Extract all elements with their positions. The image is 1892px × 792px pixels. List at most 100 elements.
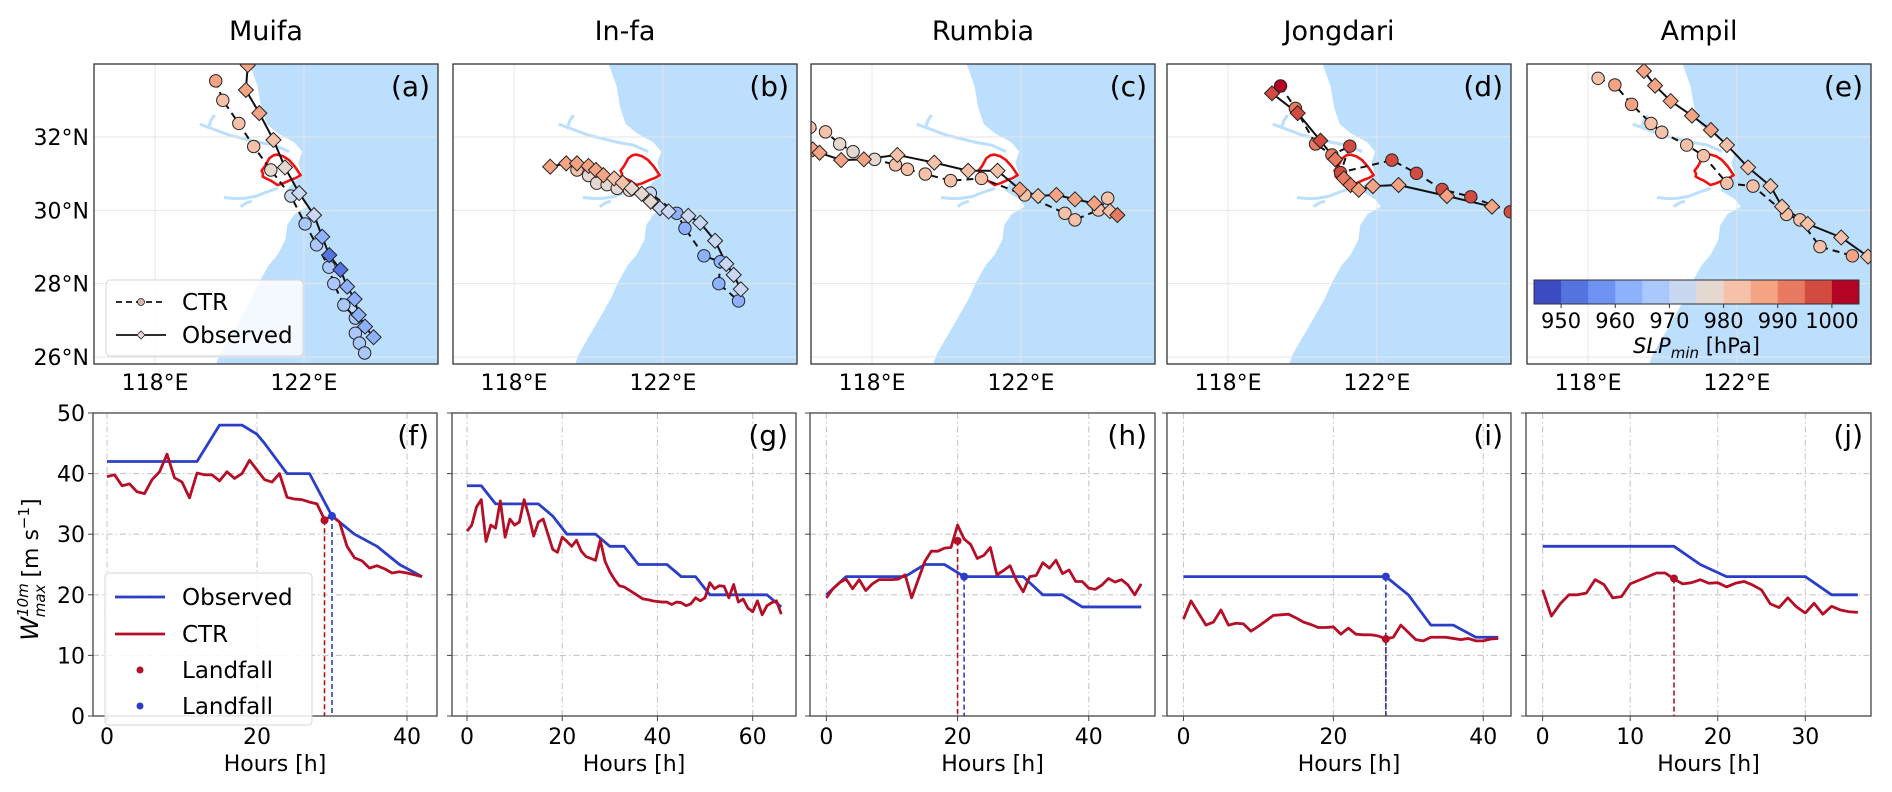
observed-track-point	[1662, 92, 1679, 110]
colorbar-bin	[1723, 280, 1752, 304]
colorbar-bin	[1777, 280, 1806, 304]
observed-track-point	[276, 159, 294, 176]
river	[940, 186, 996, 201]
ctr-track-point	[337, 298, 351, 312]
x-axis-label: Hours [h]	[941, 752, 1044, 777]
observed-track-point	[1048, 186, 1065, 204]
observed-track-point	[1350, 181, 1367, 199]
observed-track-point	[1390, 176, 1407, 194]
legend-ctr-label: CTR	[182, 290, 228, 316]
x-tick-label: 20	[1319, 725, 1347, 750]
legend-label: Observed	[182, 585, 293, 611]
observed-series-line	[1542, 544, 1858, 597]
colorbar-bin	[1561, 280, 1589, 304]
ctr-track-point	[1343, 139, 1357, 153]
y-label-unit-sup: −1	[15, 507, 33, 529]
ctr-track-point	[678, 221, 692, 236]
ctr-track-point	[697, 249, 711, 263]
river	[1280, 114, 1289, 127]
panel-title-muifa: Muifa	[229, 16, 303, 47]
ctr-track-point	[298, 217, 312, 231]
observed-track-point	[1312, 132, 1329, 149]
observed-track-point	[1364, 177, 1382, 195]
plot-legend: Observed CTR Landfall Landfall	[104, 572, 313, 726]
river	[566, 114, 575, 127]
river	[558, 122, 649, 154]
colorbar-tick-label: 950	[1541, 309, 1581, 333]
x-axis-label: Hours [h]	[1298, 752, 1401, 777]
river	[1296, 186, 1352, 201]
colorbar: 950 960 970 980 990 1000 SLPmin [hPa]	[1533, 279, 1860, 362]
panel-title-rumbia: Rumbia	[932, 16, 1034, 47]
observed-track-point	[568, 155, 586, 172]
panel-letter: (j)	[1833, 419, 1863, 452]
observed-track-point	[633, 185, 650, 203]
y-label-main: W	[16, 616, 44, 641]
map-panel-rumbia: (c) 118°E 122°E	[810, 63, 1156, 396]
map-panel-jongdari: (d) 118°E 122°E	[1166, 63, 1512, 396]
x-tick-label: 30	[1791, 725, 1819, 750]
lat-tick-label: 32°N	[34, 126, 89, 151]
x-tick-label: 10	[1616, 725, 1644, 750]
plot-background	[810, 413, 1155, 716]
plot-background	[1167, 413, 1511, 716]
panel-title-ampil: Ampil	[1661, 16, 1738, 47]
landfall-point-observed	[960, 572, 969, 581]
ctr-track-point	[1101, 191, 1115, 205]
x-axis-label: Hours [h]	[224, 752, 327, 777]
ctr-series-line	[465, 498, 783, 617]
observed-series-line	[107, 423, 423, 578]
observed-track-point	[1327, 151, 1344, 168]
observed-track-point	[314, 228, 331, 245]
map-frame	[452, 63, 798, 365]
ctr-track-point	[247, 139, 261, 154]
ctr-track-point	[1680, 138, 1694, 152]
panel-letter: (b)	[749, 70, 789, 103]
river	[598, 199, 612, 208]
observed-track-point	[989, 162, 1006, 179]
river	[956, 199, 970, 208]
colorbar-bin	[1534, 280, 1562, 304]
x-tick-label: 40	[1469, 725, 1497, 750]
plot-frame	[451, 412, 797, 717]
ctr-track-point	[1464, 190, 1478, 204]
x-tick-label: 40	[1075, 725, 1103, 750]
y-axis-label: W10mmax [m s−1]	[14, 498, 49, 640]
map-frame	[93, 63, 439, 365]
y-tick-label: 40	[57, 463, 85, 488]
legend-landfall-observed-marker	[136, 702, 144, 710]
legend-ctr-marker	[137, 298, 145, 306]
observed-track-point	[251, 104, 268, 122]
observed-track-point	[1683, 107, 1701, 124]
map-content	[453, 64, 797, 364]
observed-track-point	[725, 266, 742, 284]
legend-label: CTR	[182, 622, 228, 648]
lon-tick-label: 122°E	[988, 371, 1055, 396]
observed-track-point	[1833, 229, 1850, 246]
observed-track-point	[321, 246, 338, 264]
observed-track-point	[346, 290, 363, 308]
observed-track-point	[332, 261, 349, 278]
river	[1312, 199, 1326, 208]
observed-track-point	[811, 144, 828, 161]
ctr-track-point	[846, 144, 860, 159]
ctr-track-point	[1813, 239, 1827, 254]
track-maps: (a) 118°E 122°E 26°N 28°N 30°N 32°N CTR Observed…	[34, 63, 1872, 396]
ctr-track-point	[232, 116, 246, 131]
ctr-series-line	[106, 452, 423, 578]
ctr-track-point	[209, 74, 223, 88]
observed-track-point	[350, 306, 367, 324]
x-tick-label: 0	[460, 725, 474, 750]
landfall-point-observed	[328, 512, 337, 521]
landfall-point-ctr	[1381, 635, 1390, 644]
plot-content	[452, 413, 796, 716]
ctr-track-point	[1720, 176, 1734, 190]
river	[1672, 199, 1686, 208]
observed-track-point	[732, 280, 749, 298]
panel-letter: (d)	[1463, 70, 1503, 103]
observed-track-point	[1289, 104, 1306, 122]
observed-track-point	[1702, 121, 1720, 139]
colorbar-frame	[1533, 279, 1860, 305]
lon-tick-label: 122°E	[1344, 371, 1411, 396]
